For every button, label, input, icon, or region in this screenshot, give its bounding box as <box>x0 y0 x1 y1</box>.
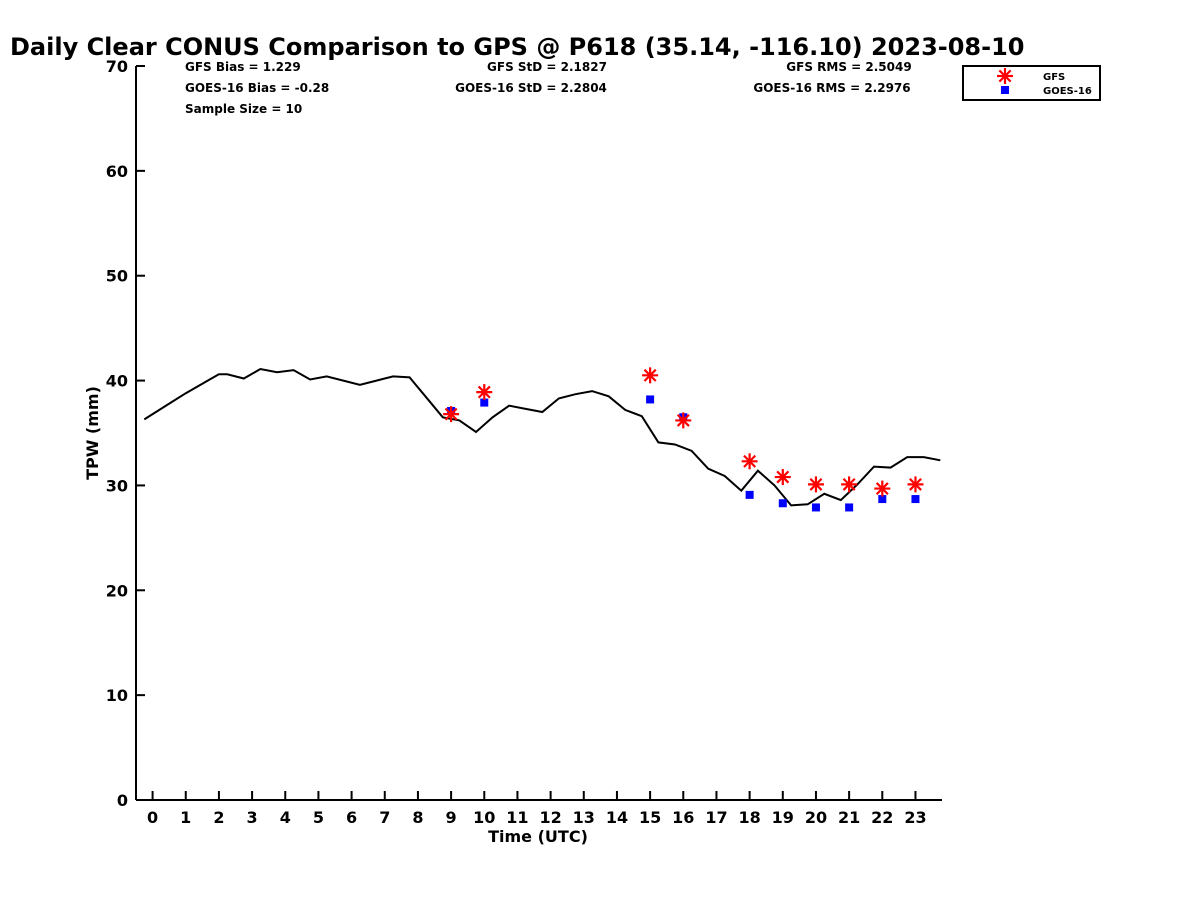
goes-16-point <box>778 499 787 508</box>
y-tick-label: 0 <box>117 791 128 810</box>
gfs-point <box>841 476 858 493</box>
x-tick-label: 5 <box>313 808 324 827</box>
goes-16-point <box>878 495 887 504</box>
x-tick-label: 17 <box>705 808 727 827</box>
gfs-point <box>807 476 824 493</box>
x-axis-label: Time (UTC) <box>488 827 588 846</box>
x-tick-label: 21 <box>838 808 860 827</box>
x-tick-label: 2 <box>213 808 224 827</box>
gfs-std-text: GFS StD = 2.1827 <box>487 60 607 74</box>
x-tick-label: 8 <box>412 808 423 827</box>
goes-std-text: GOES-16 StD = 2.2804 <box>455 81 607 95</box>
gfs-point <box>642 367 659 384</box>
x-tick-label: 0 <box>147 808 158 827</box>
x-tick-label: 3 <box>247 808 258 827</box>
x-tick-label: 22 <box>871 808 893 827</box>
legend-gfs-label: GFS <box>1043 72 1065 83</box>
x-tick-label: 4 <box>280 808 291 827</box>
chart-title: Daily Clear CONUS Comparison to GPS @ P6… <box>10 33 1024 61</box>
x-tick-label: 10 <box>473 808 495 827</box>
x-tick-label: 12 <box>539 808 561 827</box>
y-tick-label: 20 <box>106 581 128 600</box>
y-tick-label: 60 <box>106 162 128 181</box>
gfs-point <box>774 469 791 486</box>
y-axis-label: TPW (mm) <box>83 386 102 480</box>
legend-goes-label: GOES-16 <box>1043 86 1092 97</box>
x-tick-label: 7 <box>379 808 390 827</box>
gfs-point <box>675 412 692 429</box>
legend-gfs-asterisk <box>997 68 1013 84</box>
gfs-point <box>874 480 891 497</box>
y-tick-label: 40 <box>106 372 128 391</box>
gps-line <box>143 367 941 507</box>
goes-16-point <box>745 490 754 499</box>
series-marks <box>443 367 924 512</box>
x-tick-label: 9 <box>446 808 457 827</box>
gfs-point <box>907 476 924 493</box>
y-tick-label: 70 <box>106 57 128 76</box>
x-tick-label: 18 <box>738 808 760 827</box>
legend-gfs-marker <box>997 68 1013 84</box>
gfs-bias-text: GFS Bias = 1.229 <box>185 60 301 74</box>
y-tick-label: 10 <box>106 686 128 705</box>
goes-16-point <box>480 398 489 407</box>
legend: GFS GOES-16 <box>962 65 1101 101</box>
legend-box <box>962 65 1101 101</box>
x-tick-label: 1 <box>180 808 191 827</box>
x-tick-label: 6 <box>346 808 357 827</box>
sample-size-text: Sample Size = 10 <box>185 102 302 116</box>
x-tick-label: 19 <box>772 808 794 827</box>
goes-16-point <box>811 503 820 512</box>
goes-bias-text: GOES-16 Bias = -0.28 <box>185 81 329 95</box>
goes-16-point <box>845 503 854 512</box>
x-tick-label: 13 <box>573 808 595 827</box>
x-tick-label: 15 <box>639 808 661 827</box>
x-tick-label: 14 <box>606 808 628 827</box>
gfs-point <box>476 384 493 401</box>
x-tick-label: 16 <box>672 808 694 827</box>
goes-16-point <box>646 395 655 404</box>
goes-rms-text: GOES-16 RMS = 2.2976 <box>753 81 910 95</box>
y-tick-label: 50 <box>106 267 128 286</box>
gfs-rms-text: GFS RMS = 2.5049 <box>786 60 911 74</box>
gfs-point <box>443 406 460 423</box>
gfs-point <box>741 453 758 470</box>
y-tick-label: 30 <box>106 476 128 495</box>
gps-line-group <box>143 367 941 507</box>
x-tick-label: 11 <box>506 808 528 827</box>
x-tick-label: 20 <box>805 808 827 827</box>
legend-goes-marker <box>1001 86 1009 94</box>
goes-16-point <box>911 495 920 504</box>
x-tick-label: 23 <box>904 808 926 827</box>
